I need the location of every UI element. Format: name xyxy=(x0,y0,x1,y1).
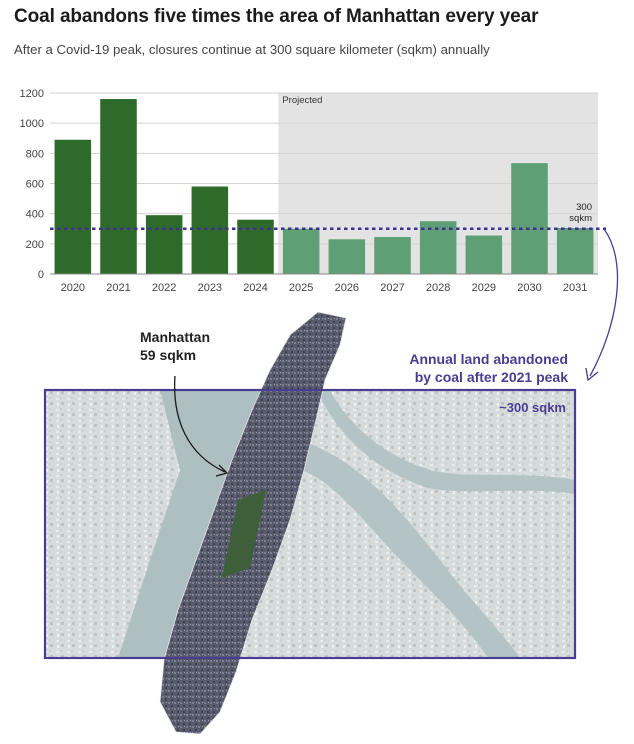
river-harlem xyxy=(318,390,575,494)
abandoned-area-box xyxy=(43,388,577,660)
box-area-label: ~300 sqkm xyxy=(499,400,566,415)
reference-value-label: 300 xyxy=(576,202,592,213)
bar-chart: Projected 0 200 400 600 800 1000 1200 2020 2021 20… xyxy=(20,88,606,294)
bar xyxy=(191,186,229,274)
x-tick-label: 2024 xyxy=(243,282,267,294)
annual-abandoned-label: Annual land abandoned by coal after 2021… xyxy=(409,350,568,386)
x-tick-label: 2021 xyxy=(106,282,130,294)
y-tick-label: 1200 xyxy=(20,88,44,100)
x-tick-label: 2026 xyxy=(335,282,359,294)
projection-pointer-arrow xyxy=(589,228,619,377)
y-tick-label: 400 xyxy=(26,209,44,221)
annual-label-line1: Annual land abandoned xyxy=(409,351,568,367)
chart-title: Coal abandons five times the area of Man… xyxy=(14,6,539,27)
bar xyxy=(54,139,92,274)
manhattan-pointer-arrow xyxy=(173,375,226,473)
x-tick-label: 2022 xyxy=(152,282,176,294)
manhattan-label-line2: 59 sqkm xyxy=(140,347,197,363)
reference-unit-label: sqkm xyxy=(569,213,592,224)
x-tick-label: 2027 xyxy=(380,282,404,294)
bar xyxy=(328,239,366,274)
bar xyxy=(511,163,548,274)
projected-label: Projected xyxy=(282,95,322,106)
manhattan-arrowhead xyxy=(215,464,229,477)
river-east xyxy=(300,440,520,658)
x-tick-label: 2023 xyxy=(198,282,222,294)
y-tick-label: 600 xyxy=(26,179,44,191)
bar xyxy=(556,227,594,274)
y-tick-label: 800 xyxy=(26,148,44,160)
x-tick-label: 2028 xyxy=(426,282,450,294)
x-tick-label: 2029 xyxy=(472,282,496,294)
chart-subtitle: After a Covid-19 peak, closures continue… xyxy=(14,42,490,57)
bar xyxy=(465,235,503,274)
bar xyxy=(100,99,137,275)
projection-arrowhead xyxy=(585,367,599,382)
x-tick-label: 2030 xyxy=(517,282,541,294)
bar xyxy=(145,215,183,274)
y-tick-label: 200 xyxy=(26,239,44,251)
x-tick-label: 2020 xyxy=(61,282,85,294)
central-park xyxy=(222,490,266,578)
manhattan-label-line1: Manhattan xyxy=(140,329,210,345)
bar xyxy=(282,228,320,274)
y-tick-label: 0 xyxy=(38,269,44,281)
annual-label-line2: by coal after 2021 peak xyxy=(414,369,568,385)
manhattan-label: Manhattan 59 sqkm xyxy=(140,328,210,364)
x-tick-label: 2031 xyxy=(563,282,587,294)
x-tick-label: 2025 xyxy=(289,282,313,294)
y-tick-label: 1000 xyxy=(20,118,44,130)
bar xyxy=(374,237,411,274)
